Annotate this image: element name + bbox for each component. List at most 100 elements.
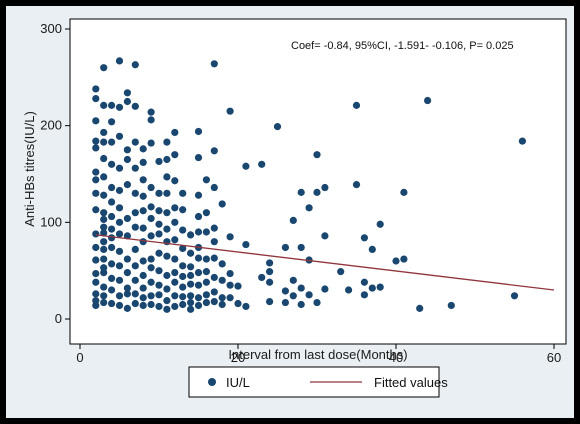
data-point: [226, 269, 234, 278]
data-point: [266, 268, 274, 276]
data-point: [179, 283, 187, 291]
data-point: [305, 204, 313, 212]
y-tick-label: 100: [40, 214, 62, 229]
data-point: [210, 254, 218, 262]
y-tick-label: 200: [40, 118, 62, 133]
data-point: [171, 302, 179, 311]
data-point: [131, 223, 139, 231]
data-point: [163, 209, 171, 217]
data-point: [289, 292, 297, 300]
data-point: [210, 60, 218, 68]
data-point: [202, 291, 210, 299]
data-point: [163, 225, 171, 233]
data-point: [171, 292, 179, 300]
data-point: [115, 262, 124, 270]
data-point: [305, 291, 313, 299]
data-point: [115, 218, 124, 226]
data-point: [218, 294, 226, 302]
data-point: [147, 255, 155, 263]
data-point: [194, 153, 203, 162]
data-point: [108, 225, 116, 233]
data-point: [313, 298, 321, 307]
data-point: [92, 144, 100, 152]
data-point: [179, 244, 187, 253]
data-point: [108, 198, 116, 206]
x-tick-label: 60: [547, 350, 561, 365]
x-axis-title: Interval from last dose(Months): [228, 347, 407, 362]
data-point: [210, 238, 218, 246]
data-point: [400, 255, 408, 263]
data-point: [100, 101, 108, 109]
data-point: [123, 290, 131, 298]
data-point: [179, 206, 187, 214]
data-point: [115, 247, 124, 255]
data-point: [187, 298, 195, 307]
data-point: [368, 284, 376, 292]
data-point: [155, 207, 163, 215]
data-point: [266, 278, 274, 286]
data-point: [108, 118, 116, 126]
data-point: [139, 284, 147, 292]
data-point: [187, 305, 195, 313]
data-point: [163, 138, 171, 146]
data-point: [187, 271, 195, 280]
data-point: [163, 173, 171, 181]
data-point: [115, 276, 124, 284]
data-point: [226, 107, 234, 115]
data-point: [131, 209, 139, 217]
data-point: [147, 264, 155, 272]
data-point: [163, 252, 171, 260]
fitted-line-layer: [95, 234, 555, 291]
data-point: [131, 276, 139, 284]
data-point: [123, 89, 131, 97]
data-point: [368, 245, 376, 253]
data-point: [171, 269, 179, 277]
data-point: [187, 292, 195, 300]
data-point: [194, 294, 203, 302]
data-point: [194, 212, 203, 221]
data-point: [258, 273, 266, 282]
data-point: [92, 290, 100, 298]
data-point: [100, 255, 108, 263]
data-point: [163, 271, 171, 280]
data-point: [202, 209, 210, 217]
data-point: [337, 268, 345, 276]
data-point: [139, 238, 147, 246]
data-point: [147, 116, 155, 124]
data-point: [147, 139, 155, 147]
data-point: [155, 267, 163, 275]
x-tick-label: 20: [231, 350, 245, 365]
data-point: [139, 207, 147, 215]
data-point: [313, 151, 321, 159]
data-point: [131, 138, 139, 146]
data-point: [281, 287, 289, 295]
data-point: [202, 278, 210, 286]
data-point: [226, 294, 234, 302]
data-point: [297, 243, 305, 252]
data-point: [108, 234, 116, 242]
data-point: [108, 101, 116, 109]
data-point: [194, 281, 203, 289]
data-point: [321, 232, 329, 240]
data-point: [131, 299, 139, 308]
x-tick-label: 0: [76, 350, 83, 365]
data-point: [187, 231, 195, 239]
data-point: [131, 61, 139, 69]
data-point: [171, 278, 179, 286]
data-point: [115, 103, 124, 111]
data-point: [171, 218, 179, 226]
data-point: [123, 181, 131, 189]
data-point: [131, 262, 139, 270]
data-point: [100, 154, 108, 163]
data-point: [187, 263, 195, 271]
data-point: [108, 160, 116, 168]
y-tick-label: 0: [55, 311, 62, 326]
data-point: [155, 291, 163, 299]
data-point: [376, 283, 384, 291]
data-point: [147, 300, 155, 309]
data-point: [163, 285, 171, 293]
data-point: [242, 162, 250, 170]
data-point: [281, 298, 289, 307]
data-point: [297, 188, 305, 196]
data-point: [123, 232, 131, 240]
